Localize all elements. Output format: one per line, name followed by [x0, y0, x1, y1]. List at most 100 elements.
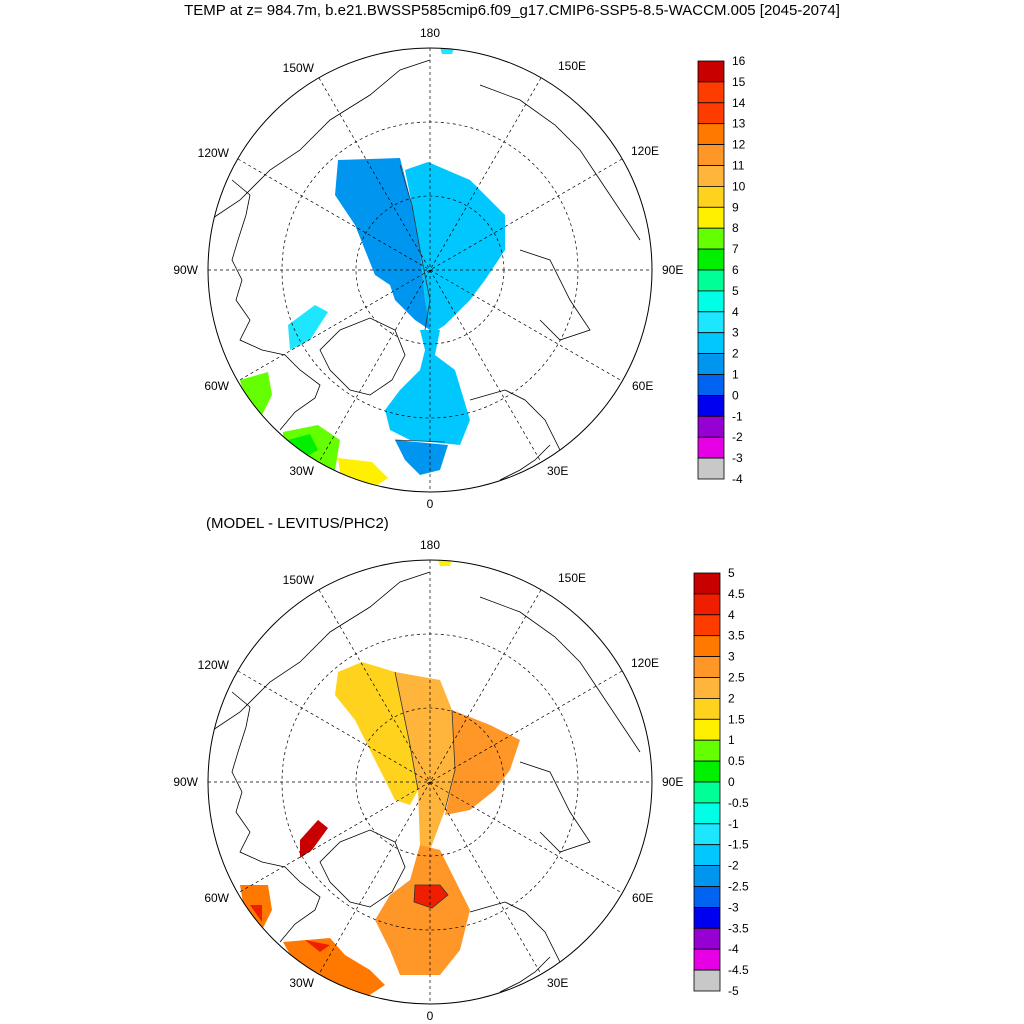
difference-panel-title: (MODEL - LEVITUS/PHC2) [206, 515, 389, 532]
colorbar-swatch [697, 248, 725, 271]
colorbar-swatch [693, 677, 721, 699]
colorbar-swatch [697, 227, 725, 250]
longitude-label: 30W [289, 464, 314, 478]
longitude-label: 150E [558, 571, 586, 585]
colorbar-label: -4.5 [728, 963, 749, 977]
top-field-west [335, 158, 430, 330]
bottom-field-west [335, 662, 418, 805]
colorbar-label: 7 [732, 242, 739, 256]
longitude-label: 180 [420, 538, 440, 552]
longitude-label: 90E [662, 775, 683, 789]
colorbar-label: -2.5 [728, 880, 749, 894]
longitude-label: 150W [283, 61, 315, 75]
colorbar-swatch [693, 844, 721, 867]
colorbar-swatch [693, 823, 721, 846]
top-graticule [208, 48, 652, 492]
colorbar-label: 5 [728, 566, 735, 580]
colorbar-label: 1.5 [728, 712, 745, 726]
colorbar-label: 4 [728, 608, 735, 622]
longitude-label: 90W [173, 263, 198, 277]
colorbar-label: -1 [728, 817, 739, 831]
colorbar-label: 2.5 [728, 671, 745, 685]
colorbar-swatch [693, 907, 721, 929]
top-coastline [209, 59, 641, 481]
colorbar-label: -3 [728, 900, 739, 914]
bottom-field-patch-180 [438, 560, 452, 566]
colorbar-swatch [693, 635, 721, 658]
colorbar-label: 3 [732, 326, 739, 340]
longitude-label: 180 [420, 26, 440, 40]
colorbar-label: 16 [732, 54, 746, 68]
colorbar-swatch [693, 760, 721, 783]
colorbar-label: 9 [732, 200, 739, 214]
colorbar-swatch [697, 332, 725, 355]
colorbar-label: -1 [732, 409, 743, 423]
colorbar-swatch [693, 927, 721, 950]
longitude-label: 120E [631, 656, 659, 670]
bottom-graticule [208, 560, 652, 1004]
colorbar-label: 6 [732, 263, 739, 277]
colorbar-swatch [697, 60, 725, 83]
colorbar-label: 0 [728, 775, 735, 789]
colorbar-label: 10 [732, 179, 746, 193]
bottom-field-east [445, 710, 520, 815]
colorbar-label: 11 [732, 159, 745, 173]
colorbar-swatch [697, 185, 725, 208]
colorbar-swatch [693, 739, 721, 762]
colorbar-label: 3.5 [728, 629, 745, 643]
top-field-strait [385, 330, 470, 445]
colorbar-swatch [697, 353, 725, 375]
bottom-longitude-labels: 180 150E 120E 90E 60E 30E 0 30W 60W 90W 120W 150W [173, 538, 683, 1023]
top-field-patch-green-core [288, 434, 318, 460]
top-field-south-tip [395, 440, 448, 475]
colorbar-swatch [693, 572, 721, 595]
colorbar-label: -5 [728, 984, 739, 998]
colorbar-label: -3 [732, 451, 743, 465]
bottom-contour [394, 671, 456, 909]
colorbar-swatch [697, 311, 725, 334]
colorbar-label: -3.5 [728, 921, 749, 935]
top-longitude-labels: 180 150E 120E 90E 60E 30E 0 30W 60W 90W 120W 150W [173, 26, 683, 511]
colorbar-label: -2 [732, 430, 743, 444]
colorbar-swatch [697, 144, 725, 166]
colorbar-swatch [697, 436, 725, 459]
colorbar-label: -4 [732, 472, 743, 486]
longitude-label: 60W [204, 891, 229, 905]
colorbar-swatch [693, 886, 721, 908]
colorbar-swatch [693, 656, 721, 678]
colorbar-label: 3 [728, 650, 735, 664]
colorbar-swatch [693, 969, 721, 992]
bottom-field-red-blob [414, 885, 448, 908]
colorbar-label: -0.5 [728, 796, 749, 810]
longitude-label: 60W [204, 379, 229, 393]
colorbar-swatch [697, 269, 725, 292]
colorbar-label: 0.5 [728, 754, 745, 768]
top-polar-map: 180 150E 120E 90E 60E 30E 0 30W 60W 90W 120W 150W [173, 26, 683, 511]
colorbar-swatch [697, 394, 725, 417]
bottom-field-patch-60w-core [250, 905, 262, 922]
colorbar-label: 1 [732, 368, 739, 382]
longitude-label: 120E [631, 144, 659, 158]
colorbar-swatch [697, 457, 725, 480]
colorbar-label: 2 [732, 347, 739, 361]
longitude-label: 90W [173, 775, 198, 789]
colorbar-label: -4 [728, 942, 739, 956]
colorbar-swatch [697, 415, 725, 438]
colorbar-label: 5 [732, 284, 739, 298]
colorbar-swatch [697, 123, 725, 145]
colorbar-label: 4.5 [728, 587, 745, 601]
top-field-patch-60w [240, 372, 272, 415]
colorbar-swatch [697, 165, 725, 187]
colorbar-swatch [697, 374, 725, 396]
top-contour [394, 164, 446, 443]
colorbar-swatch [693, 614, 721, 637]
colorbar-swatch [693, 593, 721, 616]
longitude-label: 60E [632, 891, 653, 905]
colorbar-label: -2 [728, 859, 739, 873]
longitude-label: 60E [632, 379, 653, 393]
colorbar-label: 8 [732, 221, 739, 235]
colorbar-label: 12 [732, 138, 746, 152]
top-field-patch-west [288, 305, 328, 350]
